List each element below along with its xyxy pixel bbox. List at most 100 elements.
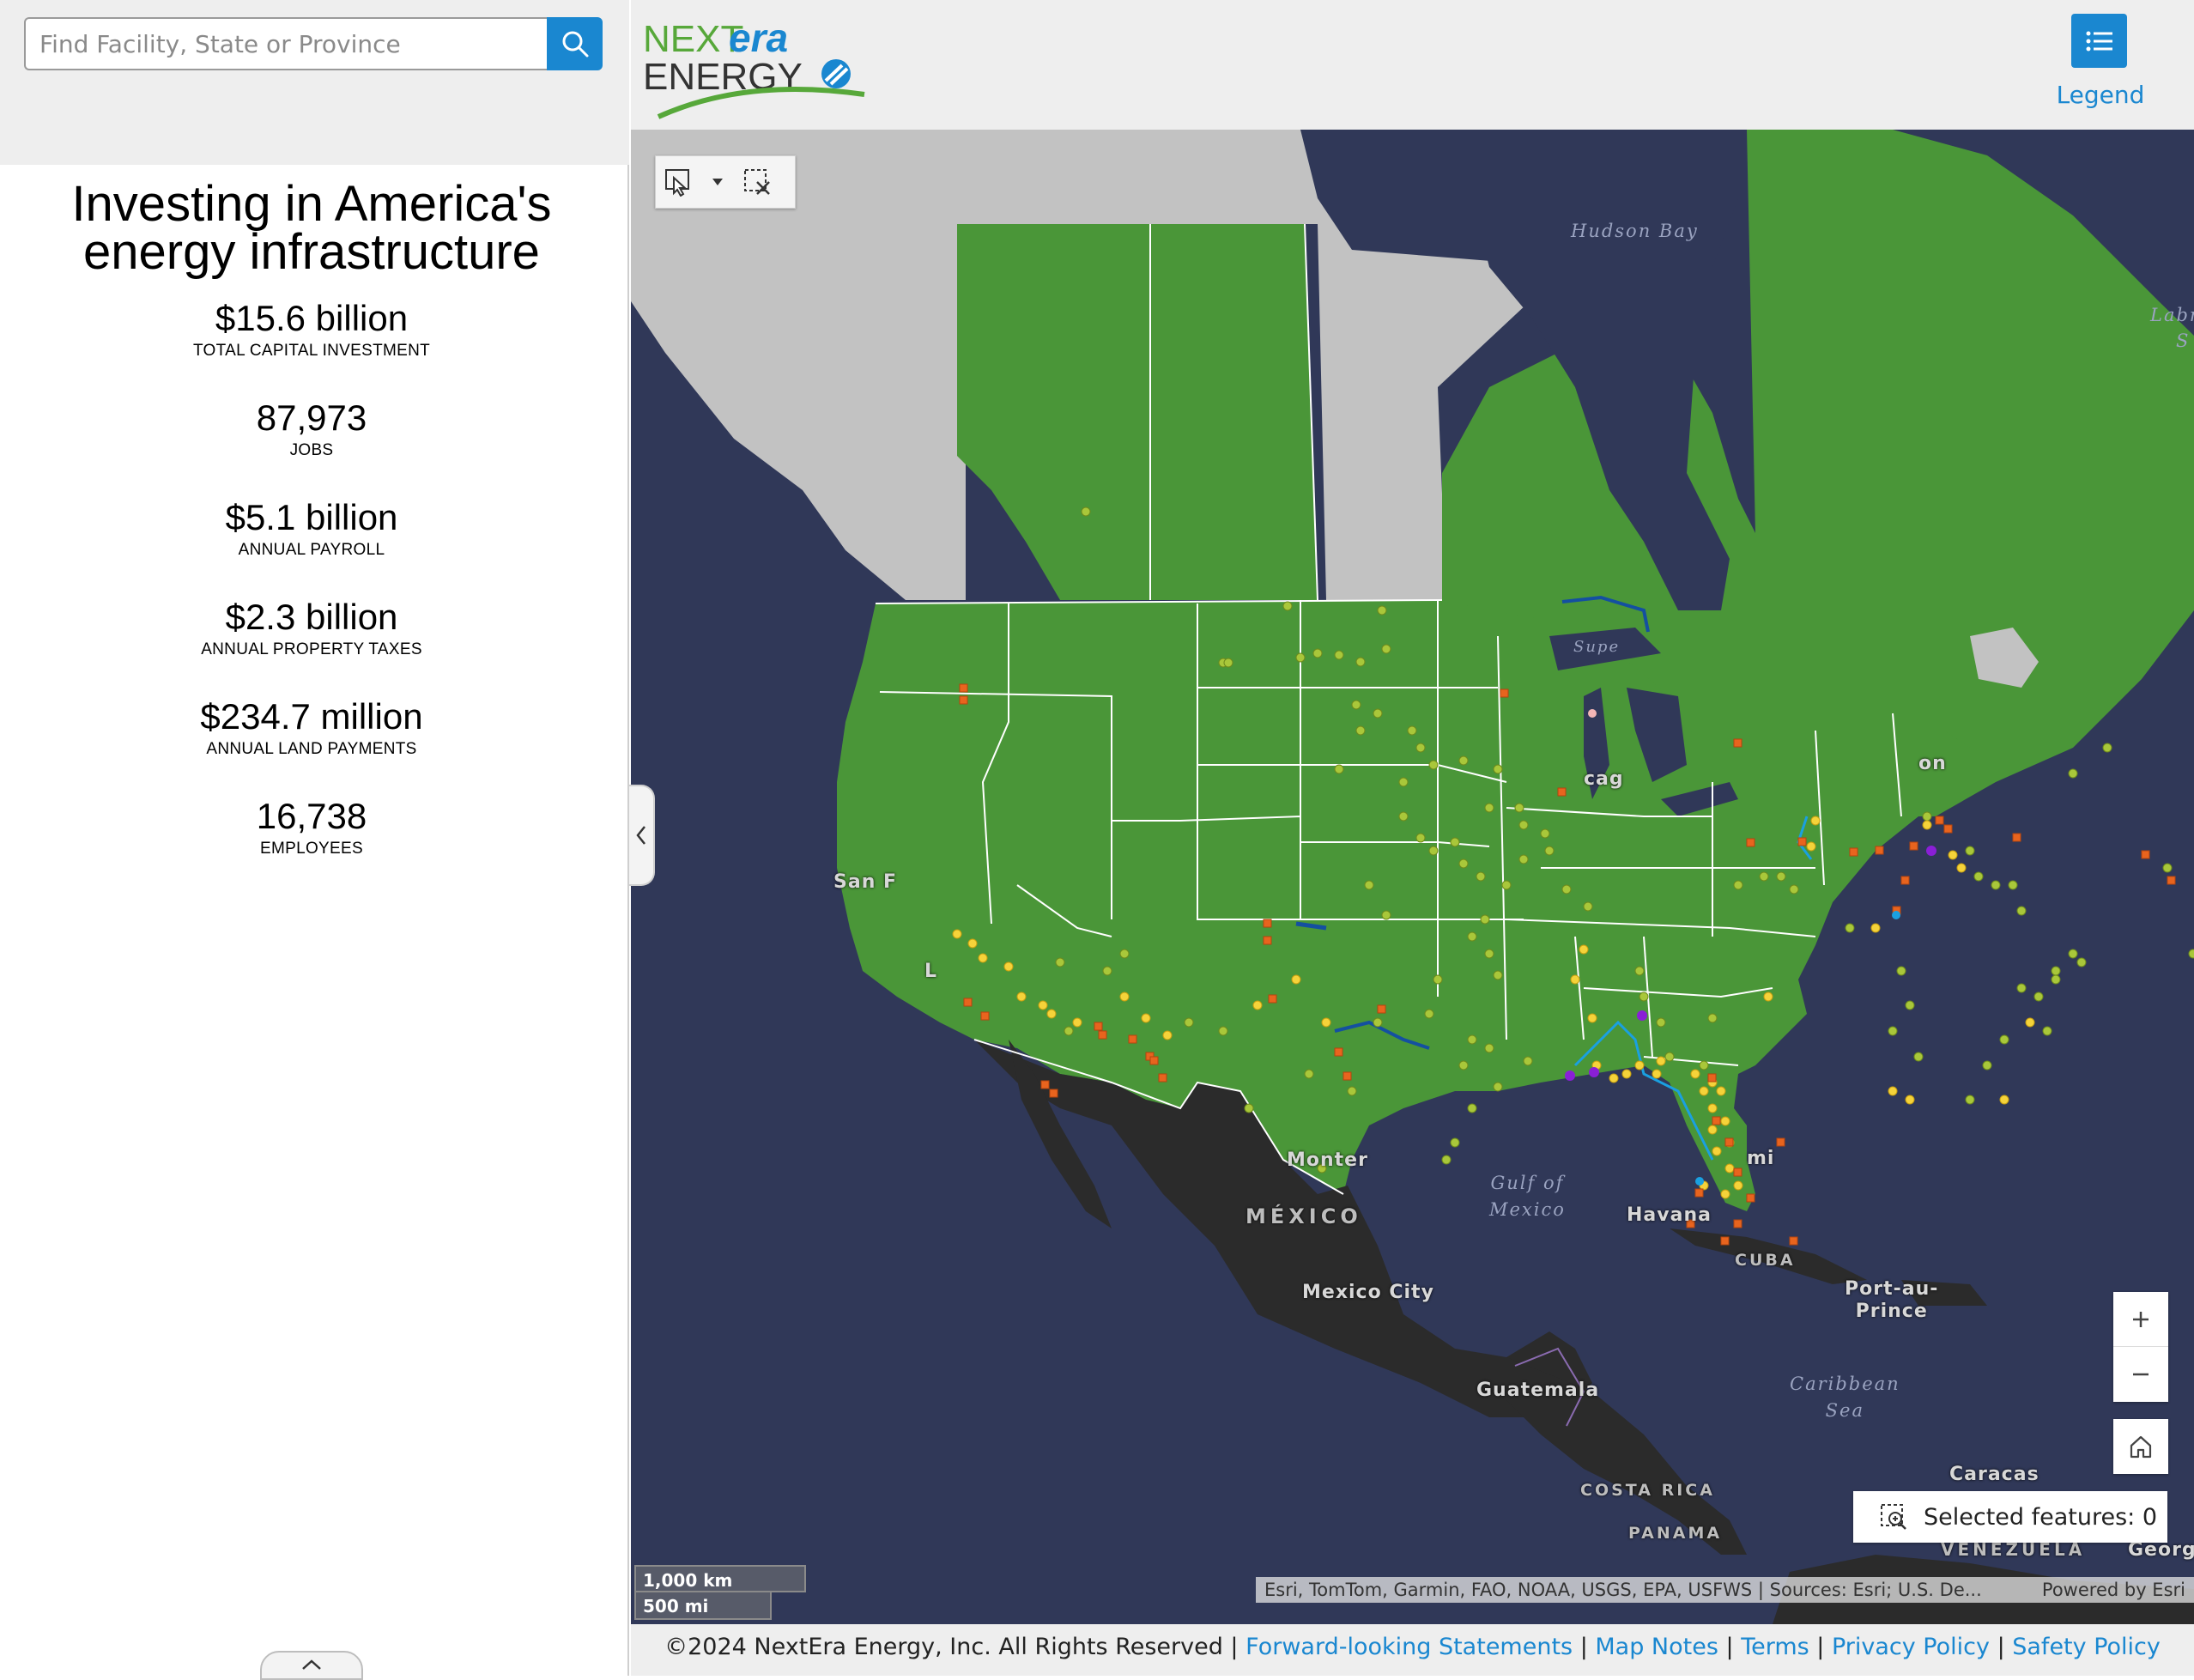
- scale-bar: 1,000 km 500 mi: [634, 1565, 806, 1620]
- transmission-texas: [1334, 1020, 1430, 1050]
- map-notes-link[interactable]: Map Notes: [1595, 1634, 1718, 1660]
- safety-policy-link[interactable]: Safety Policy: [2012, 1634, 2161, 1660]
- usa-contiguous: [837, 600, 1970, 1211]
- logo-era: era: [729, 15, 788, 60]
- stat-employees: 16,738 EMPLOYEES: [0, 795, 623, 860]
- label-mexico-city: Mexico City: [1302, 1282, 1434, 1303]
- caret-down-icon: [712, 179, 723, 185]
- label-caracas: Caracas: [1949, 1464, 2039, 1485]
- selected-features-counter[interactable]: Selected features: 0: [1853, 1491, 2167, 1543]
- nextera-energy-logo[interactable]: NEXT era ENERGY: [643, 15, 875, 122]
- home-icon: [2130, 1435, 2152, 1459]
- map-attribution[interactable]: Esri, TomTom, Garmin, FAO, NOAA, USGS, E…: [1256, 1577, 2194, 1603]
- stat-property-taxes: $2.3 billion ANNUAL PROPERTY TAXES: [0, 596, 623, 661]
- label-costa-rica: COSTA RICA: [1580, 1481, 1715, 1500]
- stat-jobs: 87,973 JOBS: [0, 397, 623, 462]
- zoom-controls: [2113, 1292, 2168, 1402]
- transmission-oklahoma: [1295, 921, 1327, 931]
- label-lake-superior: Supe: [1573, 638, 1621, 656]
- label-chicago: cag: [1584, 768, 1624, 790]
- forward-looking-statements-link[interactable]: Forward-looking Statements: [1245, 1634, 1573, 1660]
- stat-label: JOBS: [289, 441, 334, 459]
- label-port-au-prince: Port-au- Prince: [1845, 1278, 1939, 1322]
- zoom-to-selection-icon: [1881, 1504, 1906, 1530]
- label-gulf-of-mexico: Gulf of Mexico: [1489, 1173, 1566, 1220]
- powered-by-esri[interactable]: Powered by Esri: [2041, 1580, 2185, 1600]
- terms-link[interactable]: Terms: [1741, 1634, 1809, 1660]
- scale-mi: 500 mi: [634, 1592, 772, 1620]
- selected-features-label: Selected features: 0: [1924, 1503, 2158, 1531]
- chevron-up-icon: [302, 1659, 321, 1670]
- privacy-policy-link[interactable]: Privacy Policy: [1831, 1634, 1990, 1660]
- plus-icon: [2133, 1311, 2149, 1327]
- zoom-in-button[interactable]: [2113, 1292, 2168, 1347]
- collapse-sidebar-button[interactable]: [629, 785, 655, 886]
- attribution-text[interactable]: Esri, TomTom, Garmin, FAO, NOAA, USGS, E…: [1264, 1580, 1982, 1600]
- search-button[interactable]: [547, 17, 603, 70]
- label-cuba: CUBA: [1735, 1251, 1796, 1270]
- stat-payroll: $5.1 billion ANNUAL PAYROLL: [0, 496, 623, 561]
- label-labrador: Labr: [2150, 305, 2194, 325]
- label-panama: PANAMA: [1628, 1524, 1723, 1543]
- stat-value: $2.3 billion: [225, 597, 398, 637]
- label-mexico: MÉXICO: [1245, 1204, 1362, 1228]
- stat-label: ANNUAL PAYROLL: [238, 541, 385, 559]
- facility-markers: [952, 506, 2194, 1246]
- label-hudson-bay: Hudson Bay: [1571, 221, 1699, 241]
- label-miami: mi: [1747, 1148, 1775, 1169]
- rectangle-select-icon: [665, 169, 689, 197]
- minus-icon: [2133, 1373, 2149, 1376]
- label-boston: on: [1918, 753, 1947, 774]
- state-borders: [875, 599, 1902, 1066]
- stat-value: $234.7 million: [200, 696, 423, 737]
- chevron-left-icon: [636, 826, 645, 845]
- stat-label: TOTAL CAPITAL INVESTMENT: [192, 342, 431, 360]
- stat-value: $15.6 billion: [215, 298, 409, 338]
- legend-label[interactable]: Legend: [2056, 81, 2145, 109]
- stat-label: EMPLOYEES: [260, 840, 363, 858]
- transmission-north: [1561, 595, 1650, 633]
- stat-value: 16,738: [256, 796, 367, 836]
- clear-selection-icon: [744, 169, 770, 195]
- home-button[interactable]: [2113, 1419, 2168, 1474]
- legend-button[interactable]: [2071, 14, 2127, 68]
- scale-km: 1,000 km: [634, 1565, 806, 1592]
- pipeline-southeast: [1573, 1020, 1714, 1161]
- search-icon: [562, 31, 588, 58]
- lake-huron: [1627, 688, 1687, 782]
- stat-value: $5.1 billion: [225, 497, 398, 537]
- central-america: [1506, 1357, 1747, 1555]
- select-mode-dropdown[interactable]: [700, 155, 735, 209]
- selection-toolbar: [655, 155, 796, 209]
- label-san-francisco: San F: [833, 871, 898, 893]
- label-caribbean-sea: Caribbean Sea: [1790, 1374, 1900, 1421]
- clear-selection-button[interactable]: [735, 155, 779, 209]
- map-view[interactable]: Hudson Bay Labr S San F L Supe cag on Mo…: [631, 130, 2194, 1624]
- copyright-text: ©2024 NextEra Energy, Inc. All Rights Re…: [664, 1634, 1246, 1660]
- lake-superior: [1549, 628, 1661, 670]
- saskatchewan: [1150, 224, 1318, 600]
- select-by-rectangle-button[interactable]: [656, 155, 700, 209]
- zoom-out-button[interactable]: [2113, 1347, 2168, 1402]
- canada-north-grey: [631, 130, 1567, 600]
- basemap: [631, 130, 2194, 1624]
- sidebar: Investing in America's energy infrastruc…: [0, 0, 629, 1680]
- search-input[interactable]: [24, 17, 547, 70]
- alberta: [957, 224, 1150, 600]
- stat-land-payments: $234.7 million ANNUAL LAND PAYMENTS: [0, 695, 623, 761]
- label-monterrey: Monter: [1287, 1149, 1368, 1171]
- logo-next: NEXT: [643, 18, 743, 60]
- footer: ©2024 NextEra Energy, Inc. All Rights Re…: [631, 1624, 2194, 1676]
- label-venezuela: VENEZUELA: [1941, 1539, 2086, 1560]
- stat-label: ANNUAL LAND PAYMENTS: [206, 740, 417, 758]
- stat-label: ANNUAL PROPERTY TAXES: [201, 640, 422, 658]
- baja: [1009, 1040, 1112, 1228]
- stats-title: Investing in America's energy infrastruc…: [71, 176, 552, 280]
- search-area: [0, 0, 629, 165]
- mexico: [974, 1040, 1592, 1417]
- lake-erie: [1661, 782, 1738, 816]
- label-los-angeles: L: [924, 961, 938, 982]
- newfoundland-grey: [1970, 628, 2039, 688]
- hudson-bay: [1472, 130, 1747, 610]
- list-icon: [2086, 31, 2112, 51]
